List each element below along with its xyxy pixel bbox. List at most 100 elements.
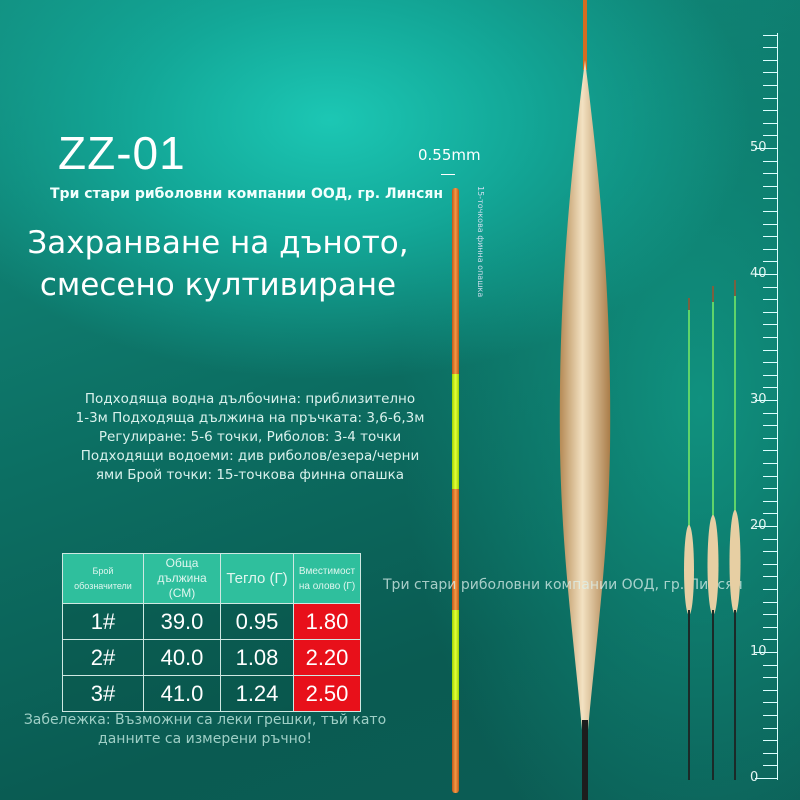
ruler [777,33,778,780]
ruler-tick [763,500,777,502]
ruler-tick [763,261,777,263]
ruler-tick [763,437,777,439]
ruler-label: 30 [750,392,767,407]
ruler-tick [763,160,777,162]
float-set [684,280,741,780]
ruler-label: 50 [750,140,767,155]
ruler-tick [763,765,777,767]
ruler-tick [763,740,777,742]
ruler-tick [763,387,777,389]
ruler-tick [763,236,777,238]
ruler-tick [763,362,777,364]
ruler-tick [763,475,777,477]
ruler-tick [763,639,777,641]
tip-label: 15-точкова финна опашка [476,186,485,298]
ruler-label: 20 [750,518,767,533]
note-line: Забележка: Възможни са леки грешки, тъй … [23,712,387,728]
ruler-tick [763,59,777,61]
spec-line: Подходяща водна дълбочина: приблизително [84,391,416,407]
ruler-tick [763,34,777,36]
small-float-1 [684,298,694,780]
ruler-tick [763,198,777,200]
ruler-tick [763,135,777,137]
ruler-tick [763,727,777,729]
ruler-tick [763,299,777,301]
tip-diameter: 0.55mm [418,146,481,164]
company-name: Три стари риболовни компании ООД, гр. Ли… [50,186,444,202]
ruler-tick [763,337,777,338]
specs-text: Подходяща водна дълбочина: приблизително… [55,390,445,485]
ruler-tick [763,85,777,86]
ruler-tick [763,563,777,565]
diameter-marker [441,174,455,175]
ruler-tick [755,274,777,275]
ruler-tick [763,538,777,540]
cell: 41.0 [143,675,221,712]
header-cell: Тегло (Г) [220,553,294,604]
ruler-tick [763,211,777,212]
header-cell: Брой обозначители [62,553,144,604]
ruler-tick [763,664,777,666]
ruler-tick [755,526,777,527]
cell: 1.08 [220,639,294,676]
table-header-row: Брой обозначители Обща дължина (СМ) Тегл… [62,553,361,604]
note: Забележка: Възможни са леки грешки, тъй … [10,711,400,749]
ruler-tick [763,122,777,124]
spec-line: Подходящи водоеми: див риболов/езера/чер… [80,448,420,464]
ruler-tick [763,450,777,452]
ruler-tick [763,286,777,288]
ruler-tick [755,400,777,401]
ruler-tick [755,652,777,653]
ruler-tick [763,412,777,414]
ruler-tick [763,752,777,754]
small-float-2 [707,286,719,780]
green-segment [452,374,459,489]
ruler-tick [763,185,777,187]
ruler-tick [763,689,777,691]
ruler-tick [763,110,777,112]
table-row: 3# 41.0 1.24 2.50 [62,675,361,712]
cell: 2.50 [293,675,361,712]
table-row: 2# 40.0 1.08 2.20 [62,639,361,676]
ruler-tick [763,374,777,376]
ruler-tick [763,425,777,427]
cell: 0.95 [220,603,294,640]
ruler-tick [763,626,777,628]
cell: 40.0 [143,639,221,676]
ruler-tick [763,702,777,704]
headline: Захранване на дъното, смесено култивиран… [8,222,428,306]
ruler-tick [763,173,777,175]
ruler-tick [755,778,777,779]
ruler-tick [763,248,777,250]
spec-table: Брой обозначители Обща дължина (СМ) Тегл… [62,553,361,712]
ruler-tick [763,72,777,74]
ruler-tick [763,349,777,351]
ruler-label: 40 [750,266,767,281]
ruler-tick [763,551,777,553]
ruler-tick [763,589,777,590]
ruler-tick [763,463,777,464]
ruler-tick [763,488,777,490]
ruler-tick [763,614,777,616]
ruler-tick [755,148,777,149]
spec-line: 1-3м Подходяща дължина на пръчката: 3,6-… [75,410,425,426]
headline-line: смесено култивиране [39,267,397,303]
green-segment [452,610,459,700]
table-row: 1# 39.0 0.95 1.80 [62,603,361,640]
ruler-label: 10 [750,644,767,659]
note-line: данните са измерени ръчно! [98,731,312,747]
ruler-tick [763,677,777,679]
cell: 39.0 [143,603,221,640]
ruler-tick [763,324,777,326]
cell: 2# [62,639,144,676]
headline-line: Захранване на дъното, [27,225,409,261]
ruler-tick [763,576,777,578]
ruler-tick [763,47,777,49]
ruler-label: 0 [750,770,758,785]
spec-line: ями Брой точки: 15-точкова финна опашка [95,467,405,483]
small-float-3 [729,280,741,780]
float-stem-closeup [452,188,459,793]
header-cell: Обща дължина (СМ) [143,553,221,604]
watermark: Три стари риболовни компании ООД, гр. Ли… [383,577,743,593]
